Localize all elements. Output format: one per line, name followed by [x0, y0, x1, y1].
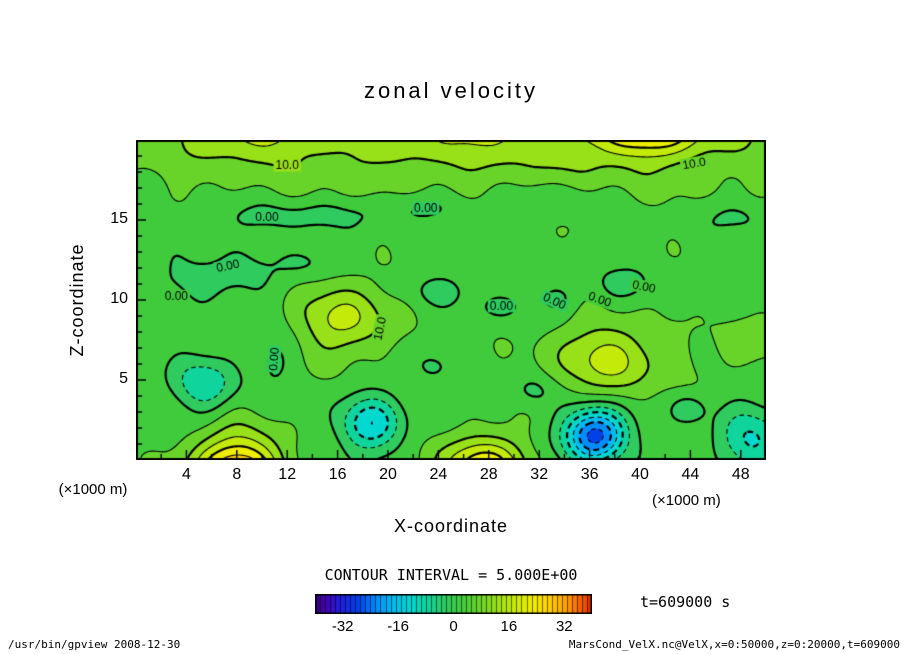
colorbar-tick-label: -32	[331, 618, 354, 635]
x-tick-label: 44	[681, 466, 700, 483]
x-tick-label: 12	[278, 466, 297, 483]
time-label: t=609000 s	[640, 593, 731, 611]
x-tick-label: 16	[328, 466, 347, 483]
contour-plot-canvas	[136, 140, 766, 460]
footer-command-text: /usr/bin/gpview 2008-12-30	[8, 638, 181, 651]
x-tick-label: 8	[232, 466, 242, 483]
colorbar-tick-label: -16	[387, 618, 409, 635]
x-tick-label: 4	[181, 466, 191, 483]
y-axis-unit-label: (×1000 m)	[58, 481, 128, 498]
x-tick-label: 36	[580, 466, 599, 483]
colorbar	[315, 594, 592, 614]
x-tick-label: 28	[479, 466, 498, 483]
x-tick-label: 24	[429, 466, 448, 483]
y-tick-label: 15	[110, 210, 128, 227]
colorbar-tick-label: 32	[555, 618, 573, 635]
x-tick-label: 20	[379, 466, 397, 483]
chart-title: zonal velocity	[363, 78, 539, 103]
colorbar-tick-label: 16	[500, 618, 518, 635]
y-tick-label: 5	[119, 370, 128, 387]
contour-interval-label: CONTOUR INTERVAL = 5.000E+00	[324, 566, 578, 584]
footer-source-text: MarsCond_VelX.nc@VelX,x=0:50000,z=0:2000…	[568, 638, 900, 651]
colorbar-tick-label: 0	[449, 618, 458, 635]
y-axis-label: Z-coordinate	[67, 243, 87, 357]
x-tick-label: 48	[731, 466, 750, 483]
x-tick-label: 40	[631, 466, 649, 483]
x-axis-unit-label: (×1000 m)	[652, 492, 721, 509]
x-axis-label: X-coordinate	[393, 516, 509, 536]
x-tick-label: 32	[530, 466, 549, 483]
y-tick-label: 10	[110, 290, 128, 307]
